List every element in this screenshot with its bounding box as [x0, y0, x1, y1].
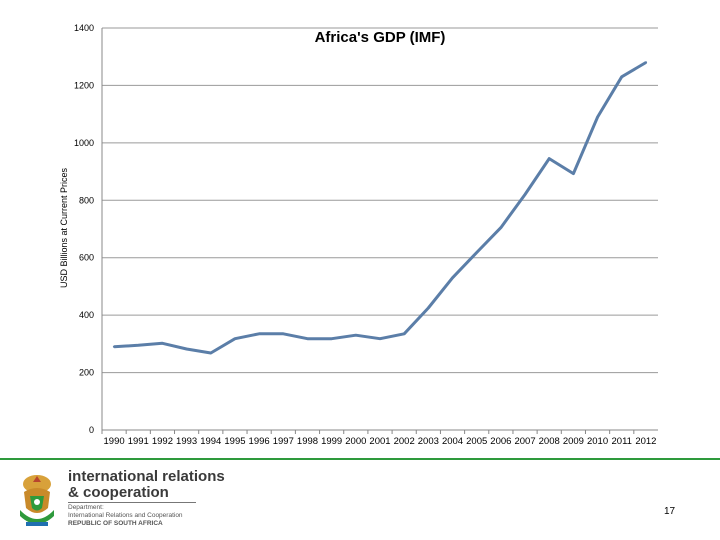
- x-tick-label: 1992: [152, 436, 173, 447]
- data-point-1995: [233, 337, 237, 340]
- x-tick-label: 1999: [321, 436, 342, 447]
- chart-title: Africa's GDP (IMF): [315, 29, 446, 46]
- page-number: 17: [664, 506, 676, 517]
- coat-of-arms-icon: [20, 475, 54, 526]
- data-point-1997: [282, 332, 285, 336]
- x-tick-label: 1993: [176, 436, 197, 447]
- axes: [101, 28, 658, 431]
- x-tick-labels: 1990 1991 1992 1993 1994 1995 1996 1997 1998 1999…: [101, 430, 656, 447]
- y-tick-label: 800: [79, 195, 94, 205]
- department-logo: international relations & cooperation De…: [8, 466, 225, 532]
- data-point-2012: [644, 61, 648, 64]
- y-tick-label: 200: [79, 368, 94, 378]
- data-point-1994: [209, 351, 212, 355]
- data-point-2002: [402, 332, 406, 336]
- y-tick-label: 1000: [74, 138, 94, 148]
- x-tick-label: 1991: [128, 436, 149, 447]
- y-tick-label: 400: [79, 310, 94, 320]
- x-tick-label: 2002: [394, 436, 415, 447]
- x-tick-label: 2010: [587, 436, 608, 447]
- org-name-line1: international relations: [68, 468, 225, 485]
- data-point-1993: [185, 347, 188, 351]
- dept-name: International Relations and Cooperation: [68, 512, 183, 519]
- x-tick-label: 1994: [200, 436, 221, 447]
- data-point-1991: [137, 344, 140, 347]
- data-point-1990: [112, 345, 116, 348]
- x-tick-label: 1995: [224, 436, 245, 447]
- data-point-2008: [548, 157, 551, 160]
- x-tick-label: 2007: [514, 436, 535, 447]
- data-point-2004: [451, 276, 454, 280]
- data-point-2009: [572, 172, 575, 175]
- x-tick-label: 1996: [249, 436, 270, 447]
- gridlines: [102, 27, 658, 374]
- footer-accent-rule: [0, 458, 720, 460]
- x-tick-label: 2001: [369, 436, 390, 447]
- y-axis-label: USD Billions at Current Prices: [59, 167, 69, 288]
- x-tick-label: 2000: [345, 436, 366, 447]
- data-point-2005: [475, 251, 478, 254]
- x-tick-label: 1990: [104, 436, 125, 447]
- x-tick-label: 2008: [539, 436, 560, 447]
- data-point-2006: [499, 226, 503, 229]
- y-tick-labels: 0 200 400 600 800 1000 1200 1400: [74, 23, 94, 435]
- org-name-line2: & cooperation: [68, 484, 169, 501]
- x-tick-label: 2004: [442, 436, 463, 447]
- data-point-2003: [427, 306, 430, 310]
- data-point-2010: [596, 115, 599, 119]
- x-tick-label: 2009: [563, 436, 584, 447]
- org-divider: [68, 502, 196, 503]
- y-tick-label: 0: [89, 425, 94, 435]
- x-tick-label: 2005: [466, 436, 487, 447]
- data-point-2007: [523, 193, 527, 196]
- y-tick-label: 1400: [74, 23, 94, 33]
- x-tick-label: 1997: [273, 436, 294, 447]
- data-point-1992: [161, 342, 164, 345]
- country-name: REPUBLIC OF SOUTH AFRICA: [68, 520, 163, 527]
- x-tick-label: 2011: [612, 436, 632, 447]
- dept-label: Department:: [68, 504, 104, 511]
- x-tick-label: 1998: [297, 436, 318, 447]
- data-points: [112, 61, 648, 355]
- y-tick-label: 600: [79, 253, 94, 263]
- data-point-1998: [306, 337, 309, 340]
- series-line-gdp: [114, 61, 647, 355]
- data-point-2000: [354, 334, 358, 337]
- y-tick-label: 1200: [74, 80, 94, 90]
- data-point-1999: [330, 337, 333, 340]
- data-point-1996: [257, 332, 261, 336]
- data-point-2001: [378, 337, 382, 340]
- data-point-2011: [620, 75, 623, 79]
- x-tick-label: 2006: [490, 436, 511, 447]
- x-tick-label: 2003: [418, 436, 439, 447]
- x-tick-label: 2012: [635, 436, 656, 447]
